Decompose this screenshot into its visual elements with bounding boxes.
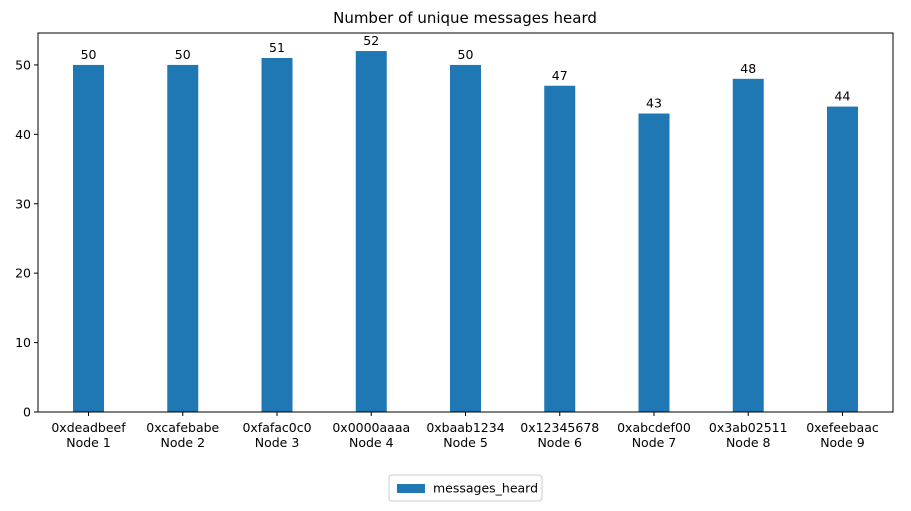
x-tick-label: Node 7 xyxy=(632,435,677,450)
value-label: 44 xyxy=(835,89,851,104)
value-label: 47 xyxy=(552,68,568,83)
x-tick-label: 0xfafac0c0 xyxy=(242,420,311,435)
bar xyxy=(355,51,387,413)
bar xyxy=(826,106,858,412)
y-tick-label: 30 xyxy=(15,196,31,211)
legend-swatch xyxy=(396,484,425,493)
value-label: 50 xyxy=(175,47,191,62)
bar xyxy=(261,57,293,412)
bar xyxy=(638,113,670,413)
value-label: 52 xyxy=(363,33,379,48)
y-tick-label: 10 xyxy=(15,335,31,350)
x-tick-label: 0xdeadbeef xyxy=(51,420,126,435)
x-tick-label: Node 4 xyxy=(349,435,394,450)
legend: messages_heard xyxy=(388,474,543,502)
x-tick-label: 0x3ab02511 xyxy=(709,420,788,435)
x-tick-label: Node 9 xyxy=(820,435,865,450)
x-tick-label: 0xcafebabe xyxy=(146,420,219,435)
x-tick-label: 0xbaab1234 xyxy=(426,420,504,435)
value-label: 50 xyxy=(458,47,474,62)
y-tick-label: 20 xyxy=(15,266,31,281)
x-tick-label: 0xefeebaac xyxy=(806,420,879,435)
bar xyxy=(732,78,764,413)
chart-title: Number of unique messages heard xyxy=(333,9,597,27)
bar xyxy=(73,64,105,412)
x-tick-label: Node 2 xyxy=(160,435,205,450)
x-tick-label: Node 1 xyxy=(66,435,111,450)
x-tick-label: 0x12345678 xyxy=(520,420,599,435)
bar xyxy=(544,85,576,412)
x-tick-label: 0x0000aaaa xyxy=(332,420,410,435)
bar xyxy=(450,64,481,412)
x-tick-label: Node 8 xyxy=(726,435,771,450)
legend-label: messages_heard xyxy=(433,481,538,496)
plot-frame xyxy=(37,32,894,413)
x-tick-label: Node 5 xyxy=(443,435,488,450)
y-tick-label: 40 xyxy=(15,127,31,142)
bar xyxy=(167,64,199,412)
legend-box xyxy=(388,474,543,502)
x-tick-label: Node 6 xyxy=(537,435,582,450)
value-label: 43 xyxy=(646,96,662,111)
y-tick-label: 50 xyxy=(15,57,31,72)
x-tick-label: Node 3 xyxy=(255,435,300,450)
value-label: 50 xyxy=(81,47,97,62)
value-label: 51 xyxy=(269,40,285,55)
value-label: 48 xyxy=(740,61,756,76)
x-tick-label: 0xabcdef00 xyxy=(617,420,691,435)
y-tick-label: 0 xyxy=(23,405,31,420)
